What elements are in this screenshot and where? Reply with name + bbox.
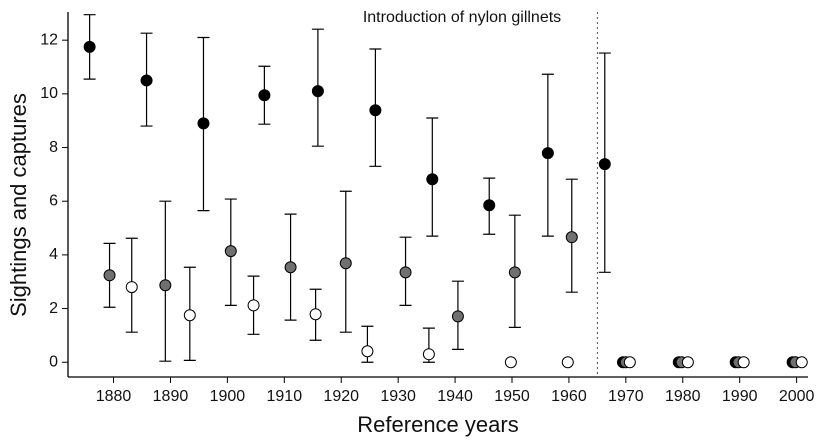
- annotation: Introduction of nylon gillnets: [363, 9, 561, 26]
- point: [311, 85, 324, 98]
- x-tick-label: 1930: [380, 388, 416, 405]
- point: [399, 266, 412, 279]
- x-tick-label: 1970: [608, 388, 644, 405]
- point: [339, 257, 352, 270]
- y-tick-label: 10: [40, 85, 58, 102]
- x-tick-label: 1900: [210, 388, 246, 405]
- point: [598, 158, 611, 171]
- x-tick-label: 1890: [153, 388, 189, 405]
- point: [426, 173, 439, 186]
- point: [103, 269, 116, 282]
- point: [309, 308, 322, 321]
- point: [159, 279, 172, 292]
- y-tick-label: 6: [49, 192, 58, 209]
- point: [681, 356, 694, 369]
- x-tick-label: 1980: [665, 388, 701, 405]
- x-tick-label: 1880: [96, 388, 132, 405]
- point: [247, 299, 260, 312]
- y-tick-label: 4: [49, 246, 58, 263]
- x-axis-label: Reference years: [357, 412, 518, 437]
- point: [183, 309, 196, 322]
- point: [125, 281, 138, 294]
- x-tick-label: 1960: [551, 388, 587, 405]
- x-tick-label: 1950: [494, 388, 530, 405]
- point: [737, 356, 750, 369]
- x-tick-label: 1910: [267, 388, 303, 405]
- point: [369, 104, 382, 117]
- y-tick-label: 8: [49, 139, 58, 156]
- point: [83, 40, 96, 53]
- y-tick-label: 12: [40, 31, 58, 48]
- point: [795, 356, 808, 369]
- point: [284, 261, 297, 274]
- point: [541, 147, 554, 160]
- point: [224, 245, 237, 258]
- point: [197, 117, 210, 130]
- x-tick-label: 1990: [722, 388, 758, 405]
- y-tick-label: 2: [49, 300, 58, 317]
- y-tick-label: 0: [49, 353, 58, 370]
- x-tick-label: 2000: [779, 388, 815, 405]
- point: [361, 345, 374, 358]
- point: [565, 231, 578, 244]
- point: [508, 266, 521, 279]
- point: [258, 89, 271, 102]
- point: [483, 199, 496, 212]
- x-tick-label: 1920: [323, 388, 359, 405]
- x-tick-label: 1940: [437, 388, 473, 405]
- y-axis-label: Sightings and captures: [6, 93, 31, 317]
- point: [451, 310, 464, 323]
- point: [504, 356, 517, 369]
- point: [140, 74, 153, 87]
- point: [623, 356, 636, 369]
- point: [561, 356, 574, 369]
- point: [422, 348, 435, 361]
